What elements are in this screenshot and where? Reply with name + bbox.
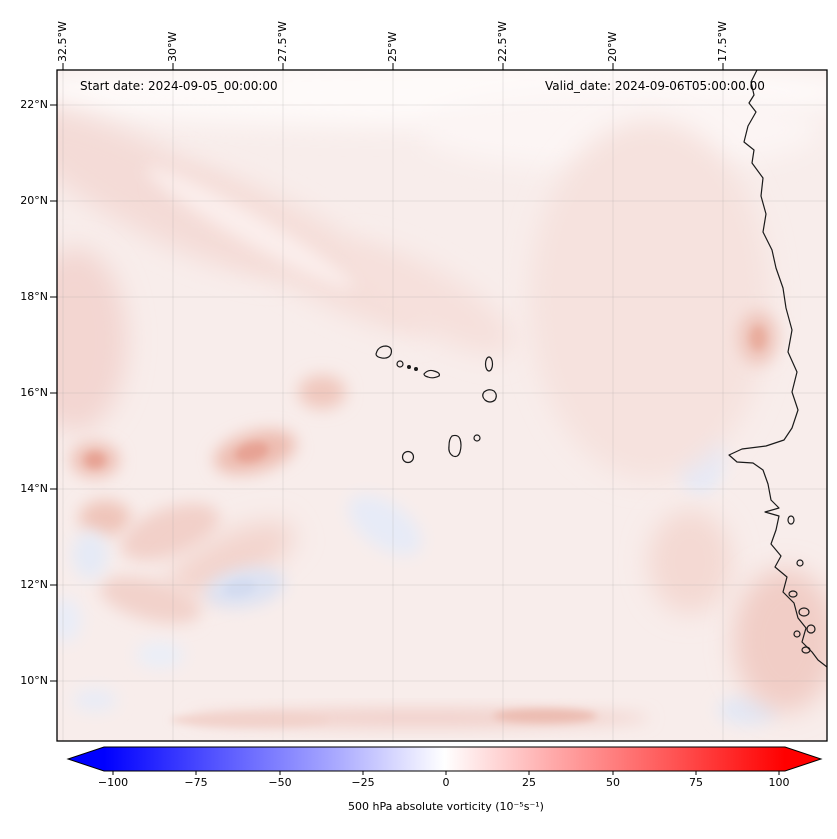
coastal-islands [787,515,816,654]
gridlines [57,70,827,741]
lat-tick-label: 12°N [20,578,48,591]
colorbar-tick-label: −25 [351,776,375,789]
colorbar-tick-label: −75 [184,776,208,789]
lon-tick-label: 22.5°W [496,21,509,62]
colorbar [66,746,823,775]
axis-ticks [50,63,724,682]
lon-tick-label: 30°W [166,31,179,62]
cape-verde-islands [375,345,497,464]
lat-tick-label: 14°N [20,482,48,495]
colorbar-tick-label: 75 [689,776,703,789]
lat-tick-label: 20°N [20,194,48,207]
lon-tick-label: 17.5°W [716,21,729,62]
start-date-annotation: Start date: 2024-09-05_00:00:00 [80,79,278,93]
lat-tick-label: 10°N [20,674,48,687]
colorbar-tick-label: −50 [268,776,292,789]
colorbar-tick-label: 50 [606,776,620,789]
coastline-west-africa [728,70,827,668]
lat-tick-label: 22°N [20,98,48,111]
vorticity-field [57,70,827,741]
colorbar-tick-label: 100 [768,776,790,789]
colorbar-tick-label: −100 [97,776,129,789]
colorbar-label: 500 hPa absolute vorticity (10⁻⁵s⁻¹) [348,800,544,813]
lat-tick-label: 18°N [20,290,48,303]
colorbar-tick-label: 25 [522,776,536,789]
lat-tick-label: 16°N [20,386,48,399]
colorbar-right-arrow [785,747,821,771]
lon-tick-label: 20°W [606,31,619,62]
colorbar-tick-label: 0 [442,776,450,789]
plot-frame [56,69,828,742]
lon-tick-label: 27.5°W [276,21,289,62]
lon-tick-label: 25°W [386,31,399,62]
lon-tick-label: 32.5°W [56,21,69,62]
valid-date-annotation: Valid_date: 2024-09-06T05:00:00.00 [545,79,765,93]
colorbar-left-arrow [68,747,104,771]
